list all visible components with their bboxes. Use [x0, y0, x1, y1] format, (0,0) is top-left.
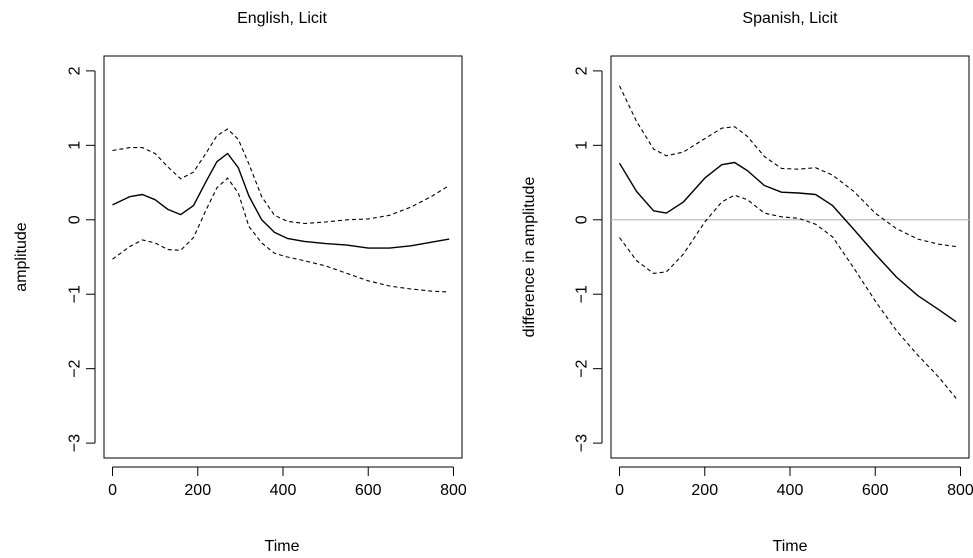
y-axis: −3 −2 −1 0 1 2 — [574, 66, 603, 452]
x-tick-label: 0 — [615, 482, 624, 499]
lower-ci-line — [112, 177, 450, 293]
y-tick-label: 2 — [67, 66, 84, 75]
y-tick-label: 1 — [574, 141, 591, 150]
y-axis-title: difference in amplitude — [521, 177, 538, 338]
x-tick-label: 400 — [270, 482, 297, 499]
y-tick-label: −3 — [574, 434, 591, 452]
lower-ci-line — [619, 194, 957, 399]
series-lines — [618, 85, 957, 399]
y-tick-label: 2 — [574, 66, 591, 75]
panel-title: Spanish, Licit — [742, 10, 838, 27]
plot-frame — [103, 55, 463, 459]
series-lines — [112, 128, 450, 293]
fit-line — [618, 161, 957, 323]
y-tick-label: −3 — [67, 434, 84, 452]
upper-ci-line — [619, 85, 957, 248]
x-tick-label: 0 — [108, 482, 117, 499]
plot-frame — [610, 55, 970, 459]
panel-spanish-licit: Spanish, Licit 0 200 400 600 800 −3 −2 −1 0 1 2 T… — [521, 10, 973, 555]
x-tick-label: 200 — [184, 482, 211, 499]
y-tick-label: 0 — [67, 215, 84, 224]
x-tick-label: 800 — [947, 482, 973, 499]
x-tick-label: 600 — [862, 482, 889, 499]
x-axis: 0 200 400 600 800 — [108, 466, 467, 499]
x-axis: 0 200 400 600 800 — [615, 466, 973, 499]
y-tick-label: −2 — [67, 359, 84, 377]
upper-ci-line — [112, 128, 450, 225]
y-tick-label: −1 — [574, 285, 591, 303]
x-axis-title: Time — [265, 538, 300, 555]
x-tick-label: 800 — [440, 482, 467, 499]
y-tick-label: −2 — [574, 359, 591, 377]
y-axis-title: amplitude — [13, 222, 30, 291]
panel-english-licit: English, Licit 0 200 400 600 800 −3 −2 −1 0 1 2 T… — [13, 10, 467, 555]
x-tick-label: 400 — [777, 482, 804, 499]
panel-title: English, Licit — [237, 10, 327, 27]
x-axis-title: Time — [773, 538, 808, 555]
x-tick-label: 600 — [355, 482, 382, 499]
y-axis: −3 −2 −1 0 1 2 — [67, 66, 96, 452]
x-tick-label: 200 — [691, 482, 718, 499]
y-tick-label: 1 — [67, 141, 84, 150]
y-tick-label: 0 — [574, 215, 591, 224]
y-tick-label: −1 — [67, 285, 84, 303]
fit-line — [112, 152, 450, 249]
